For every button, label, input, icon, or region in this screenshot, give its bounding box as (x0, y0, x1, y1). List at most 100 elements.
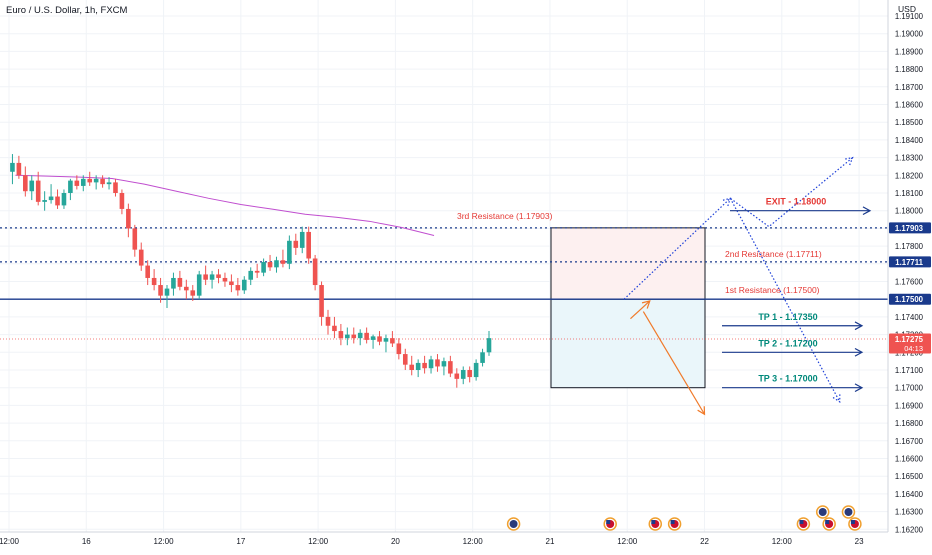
candle-body[interactable] (319, 285, 324, 317)
candle-body[interactable] (454, 373, 460, 379)
candle-body[interactable] (100, 178, 105, 185)
candle-body[interactable] (61, 193, 67, 206)
event-icons[interactable] (506, 505, 862, 531)
target-arrowhead (854, 347, 864, 357)
candle-body[interactable] (106, 182, 112, 185)
candle-body[interactable] (48, 196, 54, 201)
candle-body[interactable] (74, 180, 80, 186)
candle-body[interactable] (377, 336, 382, 342)
price-axis-label: 1.17100 (895, 366, 924, 375)
candle-body[interactable] (293, 240, 299, 248)
candle-body[interactable] (435, 359, 440, 367)
candle-body[interactable] (184, 286, 189, 291)
price-axis[interactable]: 1.19100 1.19000 1.18900 1.18800 1.18700 1.186… (895, 12, 924, 534)
candle-body[interactable] (280, 260, 286, 264)
candle-body[interactable] (216, 274, 221, 278)
candle-body[interactable] (35, 180, 41, 202)
candle-body[interactable] (383, 338, 389, 342)
price-axis-label: 1.18400 (895, 136, 924, 145)
globe-event-icon[interactable] (506, 517, 521, 531)
candle-body[interactable] (209, 274, 215, 280)
globe-event-icon[interactable] (815, 505, 830, 519)
candle-body[interactable] (164, 288, 170, 296)
candle-body[interactable] (267, 262, 273, 268)
candle-body[interactable] (467, 370, 472, 378)
candle-body[interactable] (274, 260, 279, 268)
candle-body[interactable] (241, 279, 247, 291)
candle-body[interactable] (151, 277, 157, 286)
time-axis[interactable]: 12:00 16 12:00 17 12:00 20 12:00 21 12:00 22 12:00… (0, 537, 864, 546)
candle-body[interactable] (10, 162, 15, 172)
candle-body[interactable] (261, 262, 266, 273)
candle-body[interactable] (203, 274, 208, 280)
candle-body[interactable] (55, 196, 60, 206)
candle-body[interactable] (287, 240, 292, 264)
price-axis-label: 1.18100 (895, 189, 924, 198)
candle-body[interactable] (370, 336, 376, 340)
price-axis-label: 1.16300 (895, 508, 924, 517)
candle-body[interactable] (145, 265, 150, 278)
target-label: TP 3 - 1.17000 (758, 374, 817, 384)
candle-body[interactable] (229, 281, 234, 286)
candle-body[interactable] (422, 362, 427, 369)
globe-event-icon[interactable] (841, 505, 856, 519)
candle-body[interactable] (332, 325, 337, 332)
candle-body[interactable] (248, 270, 254, 280)
eu-us-flag-event-icon[interactable] (848, 517, 862, 531)
candle-body[interactable] (351, 334, 357, 339)
grid (0, 0, 888, 532)
candle-body[interactable] (158, 285, 163, 296)
candle-body[interactable] (415, 362, 421, 370)
price-tag-value: 1.17711 (895, 258, 923, 267)
candle-body[interactable] (254, 270, 260, 273)
candle-body[interactable] (338, 331, 344, 339)
price-tag-value: 1.17500 (895, 295, 924, 304)
candle-body[interactable] (190, 290, 196, 296)
candle-body[interactable] (306, 231, 311, 259)
candle-body[interactable] (325, 316, 331, 326)
candle-body[interactable] (364, 332, 369, 340)
eu-us-flag-event-icon[interactable] (796, 517, 811, 531)
candle-body[interactable] (312, 258, 318, 286)
candle-body[interactable] (448, 361, 453, 374)
candle-body[interactable] (299, 231, 305, 248)
candle-body[interactable] (16, 162, 22, 176)
candle-body[interactable] (460, 370, 466, 379)
candle-body[interactable] (428, 359, 434, 369)
candle-body[interactable] (119, 193, 125, 209)
us-flag-event-icon[interactable] (667, 517, 682, 531)
candle-body[interactable] (177, 277, 183, 287)
candle-body[interactable] (68, 180, 73, 193)
candle-body[interactable] (42, 200, 47, 202)
candle-body[interactable] (345, 334, 350, 339)
candle-body[interactable] (80, 178, 86, 186)
candle-body[interactable] (473, 362, 479, 378)
candle-body[interactable] (87, 178, 93, 183)
candle-body[interactable] (126, 208, 131, 229)
candle-body[interactable] (402, 354, 408, 365)
candle-body[interactable] (196, 274, 202, 296)
candle-body[interactable] (29, 180, 35, 192)
candle-body[interactable] (171, 277, 176, 289)
candle-body[interactable] (409, 364, 415, 370)
candle-body[interactable] (113, 182, 118, 193)
us-flag-event-icon[interactable] (822, 517, 836, 531)
candle-body[interactable] (235, 285, 241, 291)
candle-body[interactable] (390, 338, 395, 344)
flag-canton (850, 520, 855, 524)
eu-us-flag-event-icon[interactable] (648, 517, 663, 531)
candle-body[interactable] (486, 338, 492, 353)
us-flag-event-icon[interactable] (603, 517, 617, 531)
candle-body[interactable] (357, 332, 363, 339)
candles[interactable] (10, 154, 492, 388)
candle-body[interactable] (138, 249, 144, 266)
candle-body[interactable] (396, 343, 402, 355)
candle-body[interactable] (23, 175, 28, 192)
candle-body[interactable] (222, 277, 228, 282)
candle-body[interactable] (132, 228, 138, 250)
candle-body[interactable] (480, 352, 485, 363)
candle-body[interactable] (441, 361, 447, 367)
candle-body[interactable] (93, 178, 99, 183)
